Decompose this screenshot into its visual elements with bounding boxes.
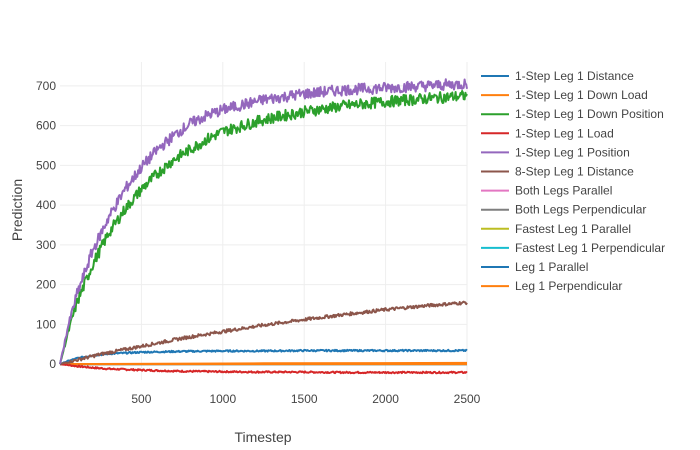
x-tick-label: 1000 — [209, 392, 236, 406]
series-line — [59, 78, 468, 365]
y-tick-label: 200 — [36, 278, 56, 292]
y-tick-label: 500 — [36, 158, 56, 172]
legend-item[interactable]: Both Legs Perpendicular — [481, 203, 646, 217]
x-tick-label: 2000 — [372, 392, 399, 406]
legend-item[interactable]: 1-Step Leg 1 Position — [481, 145, 630, 159]
legend-label: Both Legs Perpendicular — [515, 203, 646, 217]
y-axis: 0 100 200 300 400 500 600 700 — [36, 79, 56, 371]
x-tick-label: 1500 — [291, 392, 318, 406]
series-line — [59, 361, 468, 366]
legend-item[interactable]: Leg 1 Parallel — [481, 260, 588, 274]
y-tick-label: 400 — [36, 198, 56, 212]
legend-item[interactable]: Leg 1 Perpendicular — [481, 279, 622, 293]
legend[interactable]: 1-Step Leg 1 Distance 1-Step Leg 1 Down L… — [481, 69, 665, 293]
legend-label: 1-Step Leg 1 Distance — [515, 69, 634, 83]
legend-label: Leg 1 Perpendicular — [515, 279, 622, 293]
legend-item[interactable]: 8-Step Leg 1 Distance — [481, 165, 634, 179]
legend-label: 1-Step Leg 1 Down Position — [515, 107, 664, 121]
legend-item[interactable]: Both Legs Parallel — [481, 184, 612, 198]
plot-area — [59, 78, 468, 375]
legend-label: Leg 1 Parallel — [515, 260, 588, 274]
y-axis-title: Prediction — [9, 179, 25, 241]
x-axis-title: Timestep — [234, 429, 291, 445]
legend-label: Both Legs Parallel — [515, 184, 612, 198]
y-tick-label: 700 — [36, 79, 56, 93]
series-line — [59, 90, 468, 365]
legend-item[interactable]: 1-Step Leg 1 Distance — [481, 69, 634, 83]
legend-label: Fastest Leg 1 Parallel — [515, 222, 631, 236]
series-line — [59, 363, 468, 375]
y-tick-label: 600 — [36, 119, 56, 133]
legend-label: 1-Step Leg 1 Load — [515, 126, 614, 140]
legend-item[interactable]: Fastest Leg 1 Parallel — [481, 222, 631, 236]
legend-label: Fastest Leg 1 Perpendicular — [515, 241, 665, 255]
legend-item[interactable]: 1-Step Leg 1 Load — [481, 126, 614, 140]
series-line — [59, 300, 468, 366]
legend-label: 1-Step Leg 1 Position — [515, 145, 630, 159]
y-tick-label: 100 — [36, 317, 56, 331]
legend-item[interactable]: 1-Step Leg 1 Down Position — [481, 107, 664, 121]
y-tick-label: 0 — [49, 357, 56, 371]
legend-label: 1-Step Leg 1 Down Load — [515, 88, 648, 102]
y-tick-label: 300 — [36, 238, 56, 252]
legend-item[interactable]: Fastest Leg 1 Perpendicular — [481, 241, 665, 255]
legend-item[interactable]: 1-Step Leg 1 Down Load — [481, 88, 648, 102]
series-line — [59, 348, 468, 366]
x-tick-label: 500 — [131, 392, 151, 406]
grid — [60, 62, 468, 380]
legend-label: 8-Step Leg 1 Distance — [515, 165, 634, 179]
x-tick-label: 2500 — [454, 392, 481, 406]
x-axis: 500 1000 1500 2000 2500 — [131, 392, 480, 406]
